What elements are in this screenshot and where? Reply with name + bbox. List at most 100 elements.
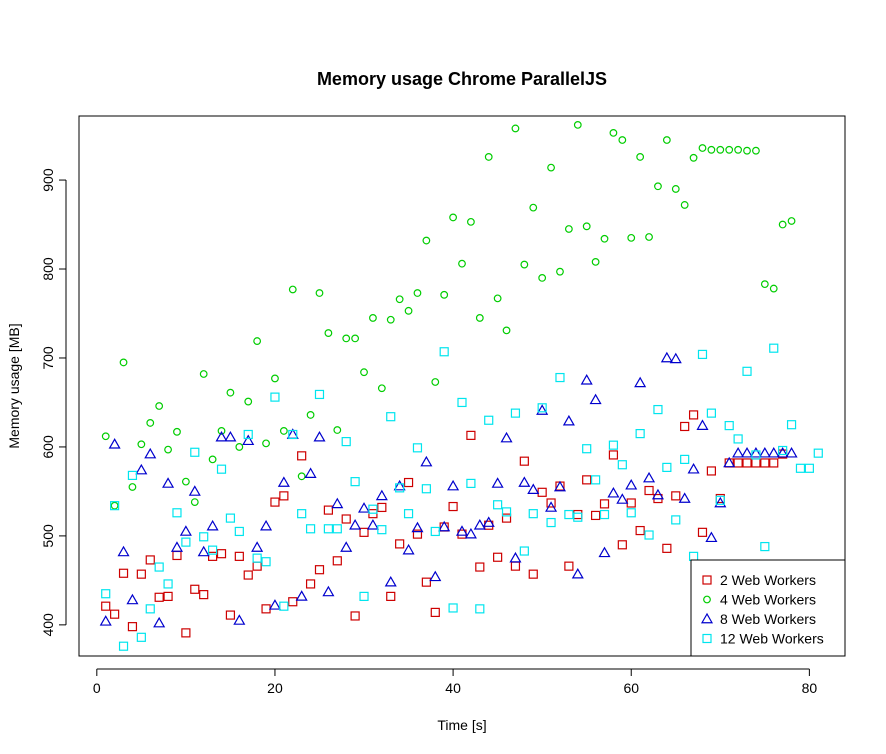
data-point bbox=[403, 477, 414, 488]
data-point bbox=[411, 521, 424, 533]
series-4 bbox=[101, 343, 823, 651]
data-point bbox=[377, 384, 386, 393]
data-point bbox=[547, 163, 555, 172]
data-point bbox=[635, 525, 645, 536]
data-point bbox=[279, 601, 289, 611]
data-point bbox=[99, 615, 112, 626]
x-axis-label: Time [s] bbox=[437, 717, 486, 733]
data-point bbox=[117, 545, 130, 557]
data-point bbox=[331, 497, 344, 509]
data-point bbox=[671, 491, 681, 501]
data-point bbox=[645, 233, 653, 241]
data-point bbox=[626, 508, 636, 518]
data-point bbox=[706, 408, 716, 418]
data-point bbox=[760, 458, 770, 468]
data-point bbox=[297, 509, 307, 519]
data-point bbox=[698, 144, 707, 152]
data-point bbox=[627, 233, 636, 242]
data-point bbox=[421, 577, 431, 587]
data-point bbox=[501, 513, 512, 523]
data-point bbox=[127, 470, 138, 481]
data-point bbox=[740, 446, 754, 458]
data-point bbox=[493, 294, 502, 303]
data-point bbox=[315, 289, 324, 297]
data-point bbox=[216, 464, 227, 474]
data-point bbox=[393, 479, 406, 491]
data-point bbox=[137, 440, 146, 449]
data-point bbox=[598, 546, 611, 558]
data-point bbox=[135, 463, 148, 475]
data-point bbox=[304, 467, 317, 478]
data-point bbox=[776, 446, 789, 458]
y-tick-label: 500 bbox=[40, 524, 56, 548]
data-point bbox=[332, 524, 342, 534]
data-point bbox=[216, 549, 227, 559]
data-point bbox=[359, 527, 369, 537]
data-point bbox=[234, 526, 244, 537]
data-point bbox=[509, 551, 522, 563]
data-point bbox=[760, 541, 770, 552]
data-point bbox=[448, 603, 458, 613]
data-point bbox=[475, 604, 485, 614]
data-point bbox=[261, 604, 271, 614]
data-point bbox=[528, 509, 538, 519]
data-point bbox=[243, 570, 253, 580]
data-point bbox=[795, 463, 806, 473]
data-point bbox=[199, 370, 208, 378]
data-point bbox=[696, 419, 709, 430]
data-point bbox=[636, 153, 645, 161]
data-point bbox=[725, 145, 734, 154]
data-point bbox=[591, 475, 601, 485]
data-point bbox=[787, 217, 796, 225]
data-point bbox=[126, 593, 139, 605]
data-point bbox=[571, 567, 584, 579]
data-point bbox=[350, 477, 360, 487]
data-point bbox=[769, 458, 779, 468]
data-point bbox=[689, 153, 698, 162]
series-3 bbox=[99, 351, 798, 628]
data-point bbox=[225, 610, 236, 620]
data-point bbox=[680, 201, 689, 209]
data-point bbox=[573, 512, 583, 522]
legend-label: 8 Web Workers bbox=[720, 611, 816, 627]
data-point bbox=[305, 524, 316, 534]
data-point bbox=[724, 420, 734, 431]
data-point bbox=[625, 478, 638, 490]
data-point bbox=[430, 526, 440, 537]
data-point bbox=[163, 591, 173, 601]
data-point bbox=[251, 541, 264, 552]
data-point bbox=[172, 550, 182, 561]
data-point bbox=[644, 485, 654, 496]
data-point bbox=[697, 527, 708, 537]
data-point bbox=[608, 450, 619, 460]
data-point bbox=[128, 483, 137, 491]
data-point bbox=[491, 477, 504, 488]
data-point bbox=[252, 561, 262, 571]
data-point bbox=[634, 376, 647, 388]
legend-marker bbox=[700, 612, 714, 624]
data-point bbox=[226, 388, 235, 397]
data-point bbox=[582, 222, 591, 231]
data-point bbox=[422, 236, 431, 245]
data-point bbox=[723, 456, 736, 468]
legend-marker bbox=[702, 633, 712, 644]
data-point bbox=[314, 565, 325, 575]
data-point bbox=[464, 527, 477, 539]
data-point bbox=[190, 447, 200, 457]
data-point bbox=[163, 579, 173, 589]
data-point bbox=[662, 136, 671, 144]
data-point bbox=[101, 589, 111, 599]
data-point bbox=[119, 358, 128, 367]
legend-box bbox=[690, 559, 846, 657]
data-point bbox=[785, 446, 798, 458]
data-point bbox=[616, 493, 629, 504]
data-point bbox=[375, 489, 388, 501]
data-point bbox=[501, 507, 512, 517]
data-point bbox=[786, 420, 797, 430]
data-point bbox=[208, 545, 218, 555]
data-point bbox=[108, 438, 121, 449]
data-point bbox=[402, 543, 415, 555]
data-point bbox=[224, 430, 237, 442]
data-point bbox=[742, 366, 752, 376]
